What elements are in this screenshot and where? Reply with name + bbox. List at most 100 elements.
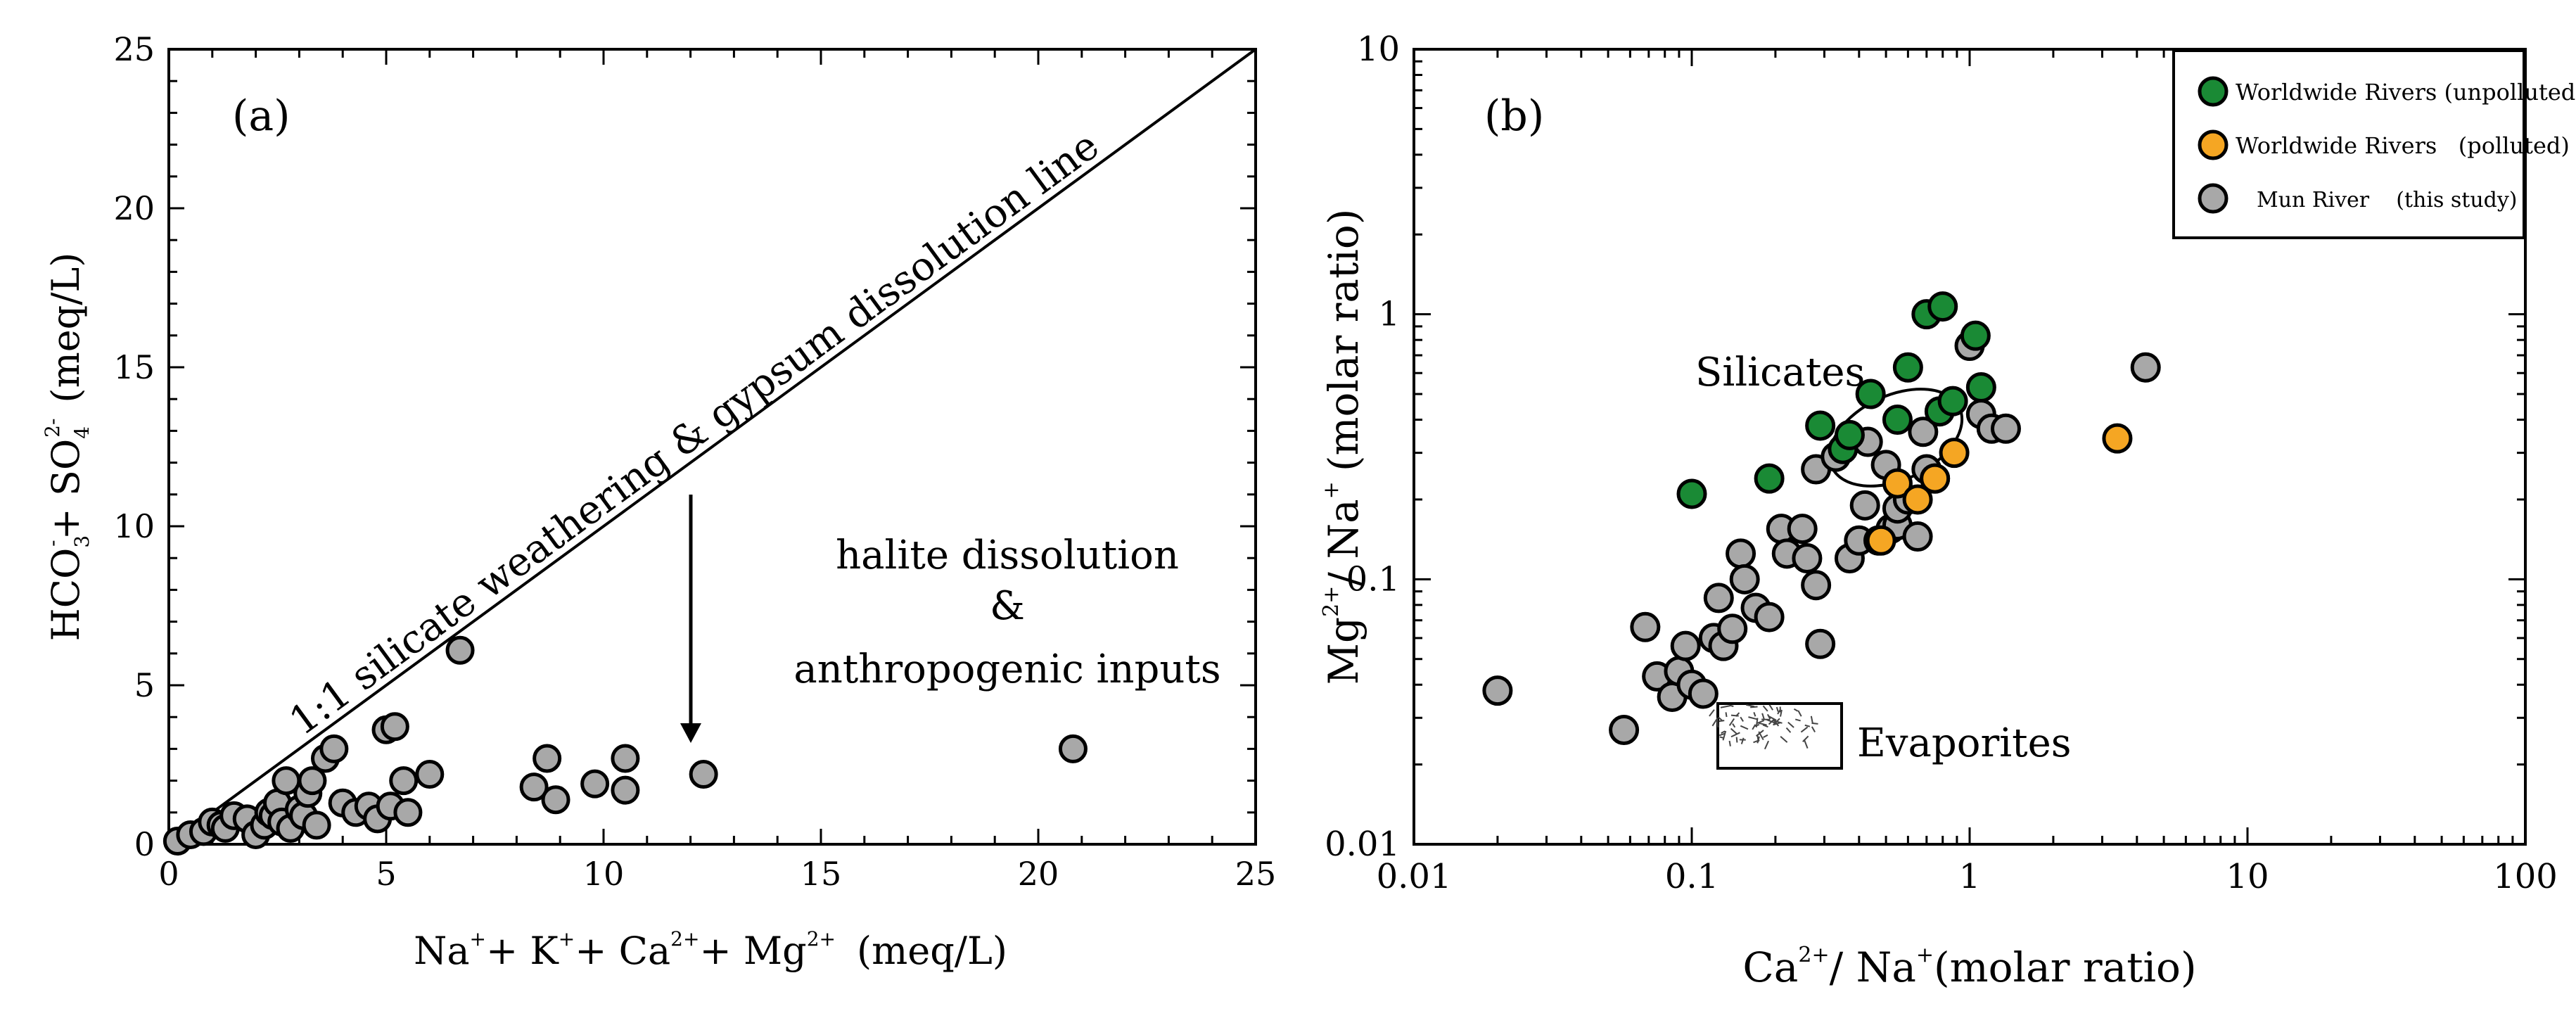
x-tick-label: 0.1 [1665,857,1719,896]
hatch-mark [1753,739,1760,744]
data-point [611,775,640,805]
hatch-mark [1740,716,1744,722]
hatch-mark [1768,704,1773,711]
hatch-mark [1721,730,1726,734]
y-tick-label: 0.1 [1346,559,1400,599]
hatch-mark [1780,709,1783,717]
y-tick-label: 25 [113,30,155,68]
data-point-worldwide-rivers-polluted [1920,463,1951,494]
xlabel-b-na: / Na [1830,943,1916,991]
one-to-one-line [167,48,1257,846]
hatch-mark [1787,721,1794,728]
panel-b-points [1482,291,2161,746]
hatch-mark [1773,718,1780,725]
evaporites-hatch [1709,704,1818,750]
hatch-mark [1732,723,1736,728]
hatch-mark [1722,730,1727,741]
data-point-worldwide-rivers-unpolluted [1855,379,1886,409]
y-tick-label: 1 [1378,295,1400,334]
legend-label-unpolluted: Worldwide Rivers (unpolluted) [2236,79,2576,106]
hatch-mark [1728,718,1735,726]
xlabel-b-unit: (molar ratio) [1934,943,2197,991]
data-point-worldwide-rivers-polluted [1939,438,1970,469]
hatch-mark [1804,724,1811,727]
x-tick-label: 15 [801,855,842,893]
hatch-mark [1748,716,1758,720]
xlabel-a-sup4: 2+ [807,927,836,950]
panel-b: 0.01 0.1 1 10 100 0.01 0.1 1 10 (b) Evaporites S… [1319,30,2576,991]
legend-box [2172,49,2525,239]
hatch-mark [1729,704,1734,707]
data-point [611,744,640,773]
panel-b-y-label: Mg2+/ Na+ (molar ratio) [1319,209,1367,685]
data-point-mun-river [1902,521,1933,552]
ylabel-a-sub4: 4 [70,426,94,439]
xlabel-a-sup1: + [470,927,486,950]
xlabel-a-na: Na [414,929,469,973]
hatch-mark [1746,704,1755,708]
data-point-mun-river [1805,628,1836,659]
data-point-worldwide-rivers-polluted [1866,525,1896,556]
data-point [541,785,570,815]
hatch-mark [1730,732,1740,738]
hatch-mark [1766,713,1771,720]
hatch-mark [1810,716,1813,723]
data-point-worldwide-rivers-polluted [2102,423,2133,454]
data-point-mun-river [1630,611,1661,642]
ylabel-a-sup2: 2- [41,419,64,438]
data-point [389,766,419,796]
hatch-mark [1754,723,1760,727]
data-point [393,798,423,827]
annotation-line-2: & [990,583,1025,629]
x-tick-label: 20 [1018,855,1059,893]
ylabel-b-sup1: 2+ [1319,586,1344,617]
data-point-mun-river [1849,490,1880,521]
data-point-mun-river [2130,352,2161,383]
xlabel-a-ca: + Ca [575,929,670,973]
arrow-head [680,723,701,743]
data-point-mun-river [1726,538,1756,569]
hatch-mark [1811,722,1818,725]
data-point-worldwide-rivers-unpolluted [1676,478,1707,509]
data-point [519,772,549,802]
hatch-mark [1730,727,1738,735]
legend: Worldwide Rivers (unpolluted) Worldwide … [2172,49,2576,239]
y-tick-label: 20 [113,189,155,227]
data-point-worldwide-rivers-unpolluted [1882,405,1913,435]
panel-a-x-label: Na++ K++ Ca2++ Mg2+ (meq/L) [414,927,1007,973]
panel-a-tick-labels: 0 5 10 15 20 25 0 5 10 15 20 25 [113,30,1276,893]
data-point [1058,734,1088,763]
hatch-mark [1755,730,1764,737]
data-point-worldwide-rivers-unpolluted [1927,291,1958,322]
y-tick-label: 0.01 [1325,825,1400,864]
data-point-mun-river [1990,413,2021,444]
hatch-mark [1719,732,1726,737]
evaporites-box [1716,702,1843,770]
ylabel-a-sub3: 3 [70,535,94,548]
panel-a-points [162,635,1088,856]
legend-label-mun: Mun River (this study) [2257,188,2518,212]
hatch-mark [1756,720,1765,725]
data-point-worldwide-rivers-unpolluted [1834,419,1865,450]
x-tick-label: 100 [2493,857,2558,896]
xlabel-a-unit: (meq/L) [857,929,1007,973]
x-tick-label: 5 [376,855,396,893]
y-tick-label: 10 [113,507,155,545]
data-point [580,769,610,799]
evaporites-label: Evaporites [1857,720,2072,766]
hatch-mark [1716,718,1719,728]
x-tick-label: 1 [1959,857,1981,896]
hatch-mark [1777,709,1781,715]
hatch-mark [1762,705,1768,712]
hatch-mark [1763,734,1768,738]
hatch-mark [1711,718,1718,727]
hatch-mark [1762,724,1768,728]
data-point-worldwide-rivers-polluted [1902,484,1933,515]
data-point [415,760,445,789]
hatch-mark [1709,709,1715,717]
y-tick-label: 10 [1357,30,1400,69]
y-tick-label: 5 [134,666,155,704]
legend-marker-mun [2198,183,2229,214]
ylabel-b-unit: (molar ratio) [1320,209,1367,472]
